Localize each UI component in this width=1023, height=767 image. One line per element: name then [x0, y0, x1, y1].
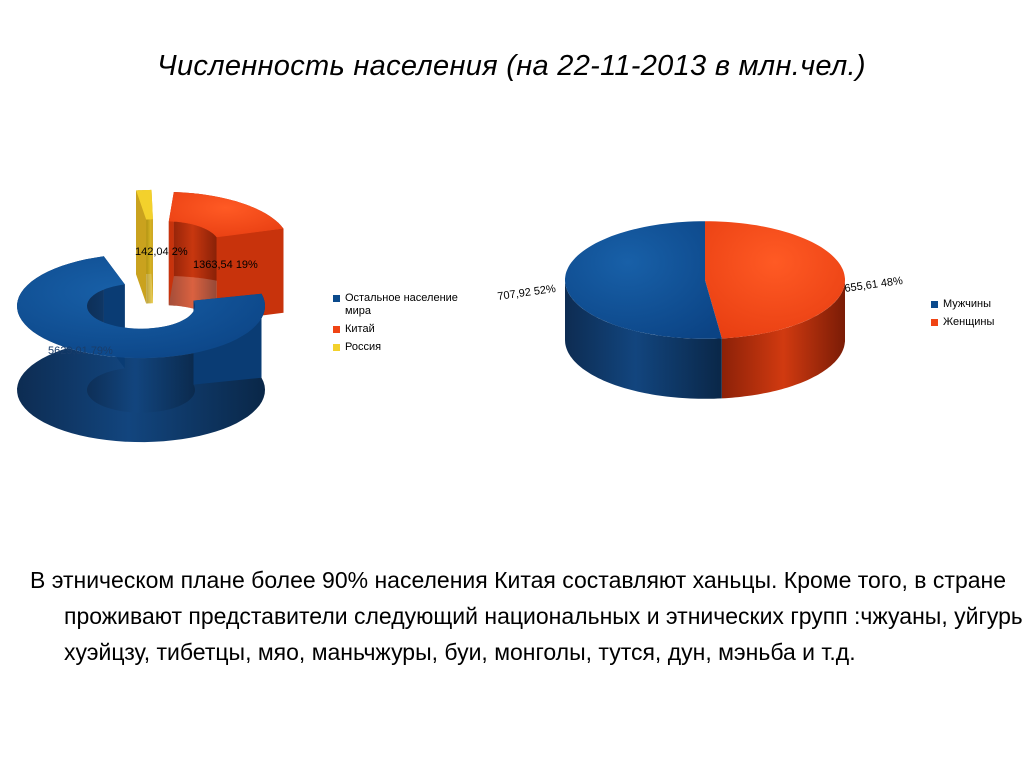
data-label: 142,04 2% [135, 246, 188, 258]
data-label: 655,61 48% [844, 275, 904, 295]
slice-top [17, 256, 265, 359]
legend-swatch-yellow [333, 344, 340, 351]
slice-top [168, 192, 284, 238]
slice-Россия [136, 189, 153, 304]
legend-label: Россия [345, 341, 382, 353]
legend-item-rest-of-world: Остальное население мира [333, 292, 483, 318]
slice-side [565, 280, 722, 399]
slice-wall-Мужчины [565, 280, 722, 399]
legend-swatch-blue [333, 295, 340, 302]
slice-Китай [168, 192, 284, 322]
data-label: 707,92 52% [497, 283, 557, 303]
legend-item-russia: Россия [333, 341, 483, 354]
population-doughnut-chart: 5629,01 79% 1363,54 19% 142,04 2% [17, 189, 284, 443]
slide-title: Численность населения (на 22-11-2013 в м… [157, 50, 866, 82]
population-legend: Остальное население мира Китай Россия [333, 292, 483, 359]
slice-inner-wall [168, 221, 217, 322]
legend-label: Мужчины [943, 298, 992, 310]
legend-label: Остальное население мира [345, 292, 458, 317]
slice-top-Женщины [705, 221, 845, 339]
pie-charts-canvas: 5629,01 79% 1363,54 19% 142,04 2% 707,92 5… [17, 189, 904, 443]
slice-cut-face [136, 190, 147, 304]
slice-top-Мужчины [565, 221, 722, 339]
slice-top [136, 189, 153, 220]
legend-item-men: Мужчины [931, 298, 1021, 311]
data-label: 5629,01 79% [48, 345, 113, 357]
slice-Остальное население мира [17, 256, 265, 443]
gender-pie-chart: 707,92 52% 655,61 48% [497, 221, 904, 399]
gender-legend: Мужчины Женщины [931, 298, 1021, 334]
data-label: 1363,54 19% [193, 259, 258, 271]
slice-inner-wall [146, 219, 153, 304]
ethnic-groups-paragraph: В этническом плане более 90% населения К… [30, 567, 1023, 665]
legend-swatch-red [931, 319, 938, 326]
legend-label: Женщины [943, 316, 995, 328]
slice-side [721, 280, 845, 399]
legend-swatch-blue [931, 301, 938, 308]
legend-item-women: Женщины [931, 316, 1021, 329]
slice-wall-Женщины [721, 280, 845, 399]
legend-swatch-red [333, 326, 340, 333]
legend-label: Китай [345, 323, 375, 335]
legend-item-china: Китай [333, 323, 483, 336]
